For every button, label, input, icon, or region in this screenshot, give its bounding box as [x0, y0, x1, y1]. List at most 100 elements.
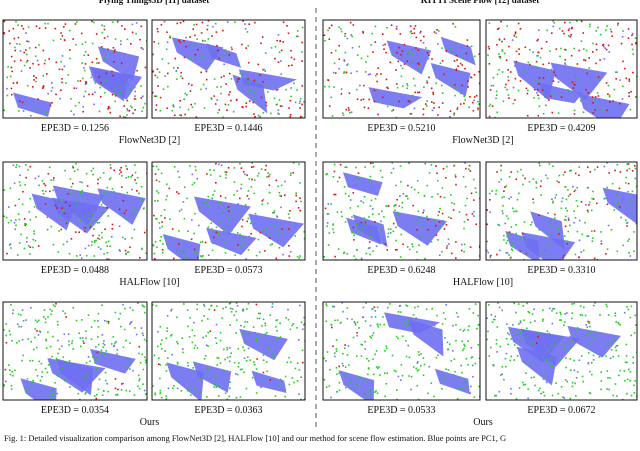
point: [338, 389, 341, 392]
point: [96, 351, 99, 354]
point: [262, 378, 264, 381]
point: [498, 306, 501, 309]
epe-label: EPE3D = 0.1446: [194, 123, 262, 134]
point: [173, 105, 175, 108]
point: [432, 66, 435, 68]
point: [195, 169, 197, 172]
caption: Fig. 1: Detailed visualization compariso…: [4, 433, 506, 443]
point: [420, 364, 422, 367]
point: [334, 193, 337, 196]
point: [336, 390, 338, 393]
point: [282, 253, 284, 256]
point: [97, 388, 100, 391]
point: [195, 23, 198, 26]
point: [598, 356, 601, 358]
point: [161, 251, 164, 254]
point: [352, 226, 355, 229]
point: [152, 244, 155, 247]
point: [341, 362, 344, 365]
point: [606, 305, 608, 308]
point: [120, 62, 123, 65]
blue-surface: [434, 368, 470, 395]
point: [104, 228, 106, 230]
point: [255, 82, 258, 85]
point: [35, 216, 37, 218]
point: [92, 173, 94, 176]
point: [162, 88, 165, 90]
point: [225, 208, 227, 210]
point: [44, 59, 46, 62]
point: [372, 165, 375, 168]
point: [426, 100, 428, 102]
point: [452, 23, 454, 25]
point: [196, 347, 199, 349]
point: [524, 253, 527, 255]
point: [325, 386, 328, 388]
point: [247, 302, 250, 305]
point: [253, 361, 255, 363]
point: [627, 163, 630, 165]
point: [507, 69, 509, 71]
point: [46, 73, 48, 75]
blue-surface: [162, 234, 201, 260]
point: [364, 320, 367, 322]
point: [333, 86, 335, 88]
point: [564, 63, 567, 65]
point: [262, 68, 264, 71]
point: [533, 97, 535, 99]
point: [551, 111, 554, 114]
point: [191, 84, 193, 86]
point: [68, 360, 71, 362]
point: [549, 95, 552, 97]
point: [68, 29, 71, 32]
point: [156, 190, 158, 192]
point: [362, 227, 364, 229]
point: [526, 114, 529, 117]
point: [228, 210, 230, 212]
point: [248, 235, 250, 238]
point: [341, 215, 343, 218]
point: [631, 48, 634, 51]
point: [45, 338, 47, 341]
point: [564, 344, 566, 347]
point: [52, 304, 55, 306]
point: [417, 398, 420, 400]
point: [113, 190, 115, 193]
point: [171, 109, 174, 112]
point: [160, 348, 163, 350]
point: [100, 349, 103, 352]
point: [386, 86, 388, 89]
point: [51, 355, 53, 358]
point: [216, 99, 219, 101]
point: [213, 78, 216, 80]
point: [603, 197, 605, 200]
point: [10, 219, 12, 222]
point: [135, 22, 138, 24]
point: [77, 168, 79, 171]
point: [542, 309, 544, 311]
point: [335, 348, 338, 350]
point: [180, 390, 183, 392]
point: [494, 116, 496, 118]
point: [409, 25, 412, 27]
point: [515, 224, 517, 226]
point: [547, 232, 550, 235]
point: [612, 355, 614, 358]
point: [64, 169, 66, 172]
point: [79, 254, 81, 256]
point: [610, 229, 613, 231]
point: [530, 224, 532, 226]
point: [372, 332, 375, 334]
point: [375, 74, 377, 77]
point: [124, 307, 126, 310]
point: [556, 338, 558, 341]
point: [235, 396, 238, 399]
point: [91, 42, 94, 45]
point: [36, 108, 38, 110]
point: [17, 323, 19, 326]
point: [142, 383, 144, 385]
point: [395, 226, 397, 229]
point: [116, 20, 119, 23]
point: [12, 164, 15, 166]
point: [166, 107, 169, 109]
